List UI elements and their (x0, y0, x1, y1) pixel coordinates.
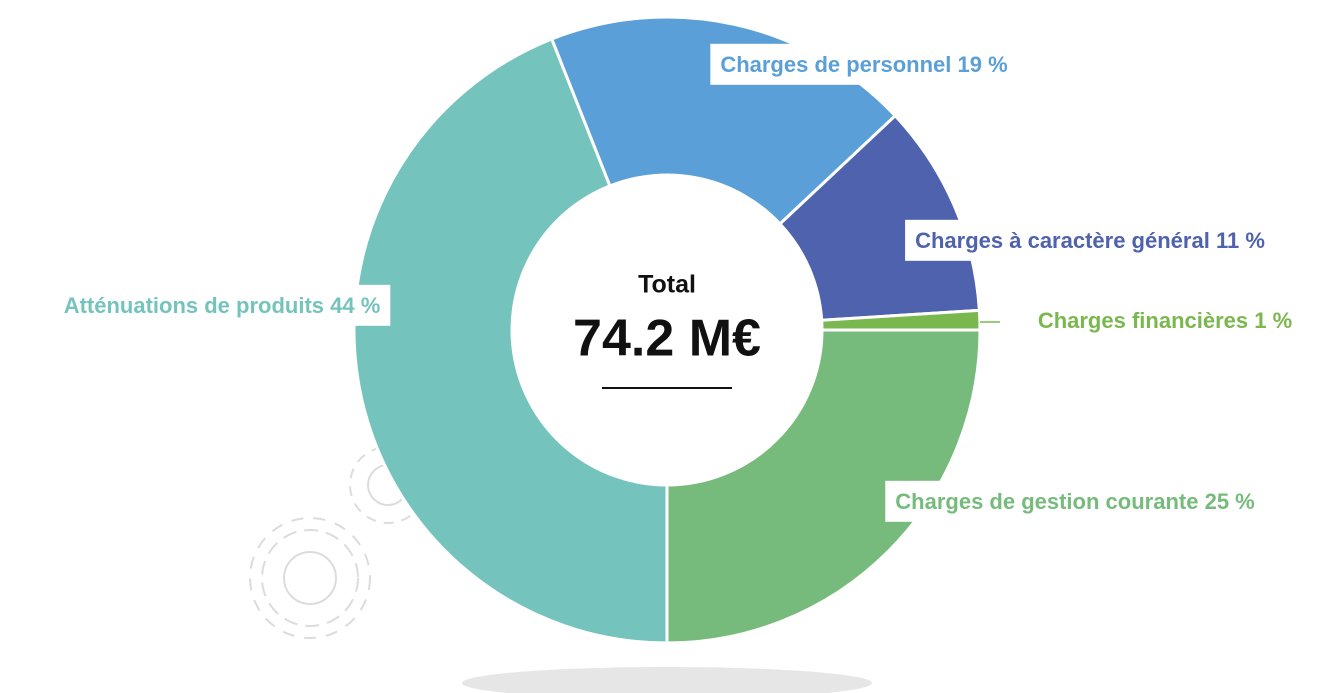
label-text: Atténuations de produits 44 % (64, 293, 381, 318)
value-label: 19 % (958, 52, 1008, 77)
value-label: 11 % (1216, 228, 1265, 253)
slice-label: Charges de personnel 19 % (710, 43, 1018, 85)
category-name: Charges de gestion courante (895, 489, 1198, 514)
label-box (1027, 299, 1303, 341)
label-box (53, 284, 391, 326)
slice-label: Atténuations de produits 44 % (53, 284, 391, 326)
label-box (710, 43, 1018, 85)
label-box (905, 219, 1275, 261)
label-box (885, 480, 1265, 522)
label-text: Charges à caractère général 11 % (915, 228, 1265, 253)
category-name: Atténuations de produits (64, 293, 324, 318)
shadow (462, 667, 872, 693)
value-label: 44 % (330, 293, 380, 318)
slice-label: Charges financières 1 % (1027, 299, 1303, 341)
category-name: Charges financières (1038, 308, 1248, 333)
value-label: 25 % (1205, 489, 1255, 514)
donut-hole (511, 174, 823, 486)
category-name: Charges à caractère général (915, 228, 1210, 253)
category-name: Charges de personnel (720, 52, 951, 77)
center-value: 74.2 M€ (573, 310, 761, 368)
label-text: Charges de gestion courante 25 % (895, 489, 1254, 514)
slice-label: Charges à caractère général 11 % (905, 219, 1275, 261)
label-text: Charges financières 1 % (1038, 308, 1292, 333)
center-title: Total (638, 271, 696, 299)
value-label: 1 % (1254, 308, 1292, 333)
slice-label: Charges de gestion courante 25 % (885, 480, 1265, 522)
label-text: Charges de personnel 19 % (720, 52, 1007, 77)
